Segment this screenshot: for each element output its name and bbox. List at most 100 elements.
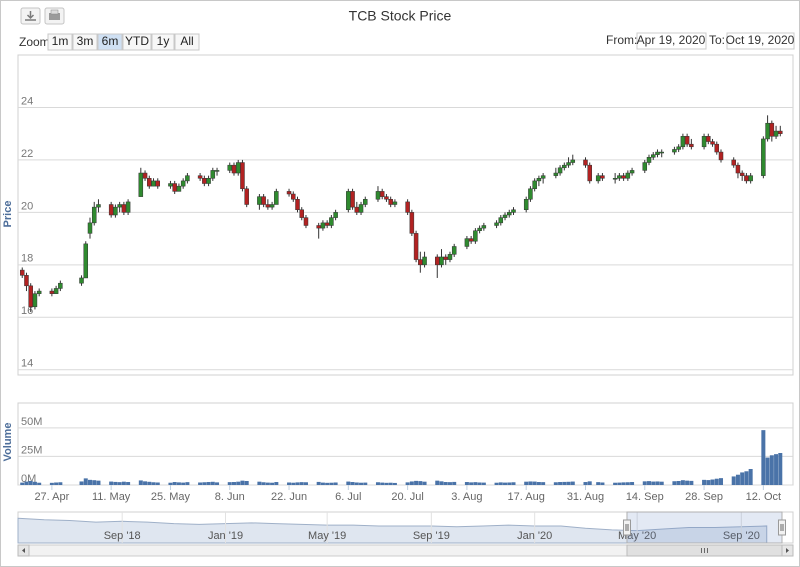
volume-bar: [143, 481, 148, 485]
volume-bar: [439, 481, 444, 485]
candle-body: [299, 209, 304, 218]
candle-body: [117, 204, 122, 208]
candle-body: [19, 269, 25, 276]
range-button[interactable]: [174, 33, 200, 51]
chart-title: TCB Stock Price: [349, 8, 452, 24]
candle-body: [316, 225, 321, 229]
volume-bar: [151, 482, 156, 485]
x-tick-label: 28. Sep: [685, 491, 723, 503]
volume-bar: [58, 482, 63, 485]
candle-body: [447, 254, 453, 260]
candle-body: [536, 178, 542, 182]
volume-bar: [198, 482, 203, 485]
candle-body: [303, 217, 309, 226]
candle-body: [473, 230, 478, 242]
volume-bar: [354, 482, 359, 485]
candle-body: [439, 256, 444, 266]
volume-bar: [536, 482, 541, 485]
volume-bar: [363, 482, 368, 485]
volume-bar: [735, 474, 740, 485]
volume-bar: [181, 482, 186, 485]
candle-body: [773, 130, 779, 137]
volume-bar: [710, 479, 715, 485]
candle-body: [151, 180, 156, 187]
candle-body: [329, 217, 334, 226]
to-input[interactable]: [726, 32, 795, 50]
candle-body: [710, 141, 715, 145]
scrollbar-grip: [700, 548, 708, 553]
y-tick-label: 20: [21, 200, 33, 212]
scrollbar-right-arrow: [786, 548, 789, 553]
range-button[interactable]: [151, 33, 175, 51]
range-button[interactable]: [122, 33, 152, 51]
volume-bar: [265, 482, 270, 485]
candle-body: [523, 199, 529, 211]
candle-body: [231, 164, 237, 174]
volume-bar: [210, 481, 215, 485]
volume-bar: [176, 482, 181, 485]
candle-body: [206, 178, 211, 184]
candle-body: [557, 167, 563, 174]
candle-body: [58, 282, 63, 289]
candle-body: [418, 259, 423, 266]
x-tick-label: 22. Jun: [271, 491, 307, 503]
candle-body: [422, 256, 427, 266]
volume-bar: [155, 482, 160, 485]
navigator-handle[interactable]: [777, 519, 786, 536]
candle-body: [96, 204, 101, 208]
candle-body: [570, 159, 576, 163]
candle-body: [553, 172, 559, 176]
from-input[interactable]: [636, 32, 707, 50]
x-tick-label: 20. Jul: [391, 491, 423, 503]
candle-body: [731, 159, 736, 166]
candle-body: [295, 199, 300, 211]
candle-body: [392, 201, 398, 205]
candle-body: [621, 175, 626, 179]
volume-bar: [765, 457, 770, 485]
navigator-label: May '19: [308, 530, 346, 542]
volume-bar: [498, 482, 503, 485]
candle-body: [642, 162, 648, 171]
volume-bar: [299, 482, 304, 485]
candle-body: [481, 225, 487, 229]
candle-body: [680, 136, 686, 148]
volume-bar: [469, 482, 474, 485]
navigator-handle[interactable]: [622, 519, 631, 536]
volume-bar: [596, 482, 601, 485]
volume-tick-label: 50M: [21, 416, 42, 428]
volume-bar: [702, 479, 707, 485]
range-button[interactable]: [47, 33, 73, 51]
candle-body: [32, 293, 38, 308]
x-tick-label: 17. Aug: [508, 491, 545, 503]
candle-body: [108, 204, 114, 216]
volume-bar: [676, 481, 681, 485]
navigator-label: Sep '18: [104, 530, 141, 542]
navigator-label: Jan '20: [517, 530, 552, 542]
candle-body: [36, 290, 42, 294]
volume-bar: [257, 481, 262, 485]
export-icon[interactable]: [20, 7, 41, 25]
volume-bar: [680, 480, 685, 485]
volume-bar: [316, 481, 321, 485]
volume-bar: [168, 482, 173, 485]
volume-bar: [227, 482, 232, 485]
candle-body: [735, 164, 741, 174]
volume-bar: [685, 480, 690, 485]
candle-body: [244, 188, 249, 205]
range-button[interactable]: [97, 33, 123, 51]
volume-bar: [236, 481, 241, 485]
volume-bar: [553, 482, 558, 485]
range-button-label: All: [180, 34, 193, 48]
volume-bar: [320, 482, 325, 485]
candle-body: [379, 191, 385, 197]
volume-bar: [422, 481, 427, 485]
range-button[interactable]: [72, 33, 98, 51]
price-pane: [17, 54, 794, 376]
candle-body: [748, 175, 753, 182]
volume-bar: [240, 480, 245, 485]
x-tick-label: 11. May: [92, 491, 131, 503]
candle-body: [511, 209, 516, 213]
print-icon[interactable]: [44, 7, 65, 25]
candle-body: [384, 196, 389, 200]
